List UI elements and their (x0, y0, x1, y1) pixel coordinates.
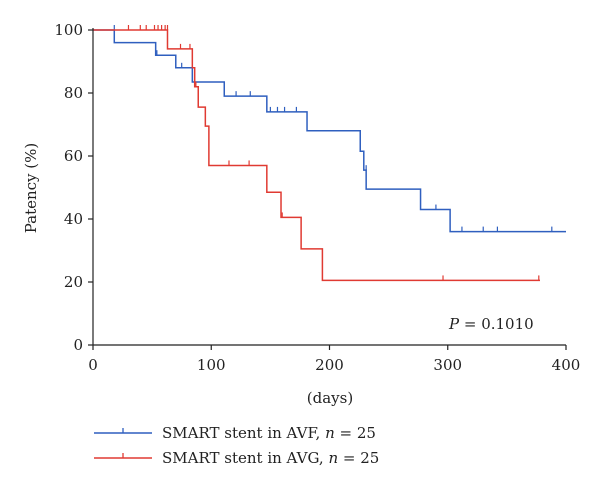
legend-label-avg-suffix: = 25 (338, 449, 379, 467)
legend-label-avg: SMART stent in AVG, n = 25 (162, 449, 379, 467)
p-value-label: P (448, 315, 460, 333)
x-tick-label: 100 (197, 356, 226, 374)
x-tick-label: 400 (552, 356, 581, 374)
legend-label-avf-suffix: = 25 (335, 424, 376, 442)
legend-item-avg: SMART stent in AVG, n = 25 (94, 449, 379, 467)
legend-label-avf-prefix: SMART stent in AVF, (162, 424, 325, 442)
p-value-annotation: P = 0.1010 (448, 315, 534, 333)
x-tick-label: 0 (88, 356, 98, 374)
x-tick-label: 300 (433, 356, 462, 374)
legend-label-avg-prefix: SMART stent in AVG, (162, 449, 328, 467)
axes: 0 20 40 60 80 100 0 100 200 300 400 (54, 21, 580, 374)
p-value-text: = 0.1010 (459, 315, 534, 333)
y-tick-label: 80 (64, 84, 83, 102)
legend-label-avf-n: n (325, 424, 335, 442)
legend: SMART stent in AVF, n = 25 SMART stent i… (94, 424, 379, 467)
x-tick-label: 200 (315, 356, 344, 374)
y-tick-label: 0 (73, 336, 83, 354)
legend-label-avg-n: n (328, 449, 338, 467)
series-line-avg (93, 29, 540, 282)
plot-area (93, 25, 566, 282)
y-tick-label: 60 (64, 147, 83, 165)
y-tick-label: 100 (54, 21, 83, 39)
legend-item-avf: SMART stent in AVF, n = 25 (94, 424, 376, 442)
legend-label-avf: SMART stent in AVF, n = 25 (162, 424, 376, 442)
series-line-avf (93, 29, 566, 233)
y-axis-label: Patency (%) (22, 143, 40, 234)
y-tick-label: 20 (64, 273, 83, 291)
x-axis-label: (days) (307, 389, 353, 407)
y-tick-label: 40 (64, 210, 83, 228)
